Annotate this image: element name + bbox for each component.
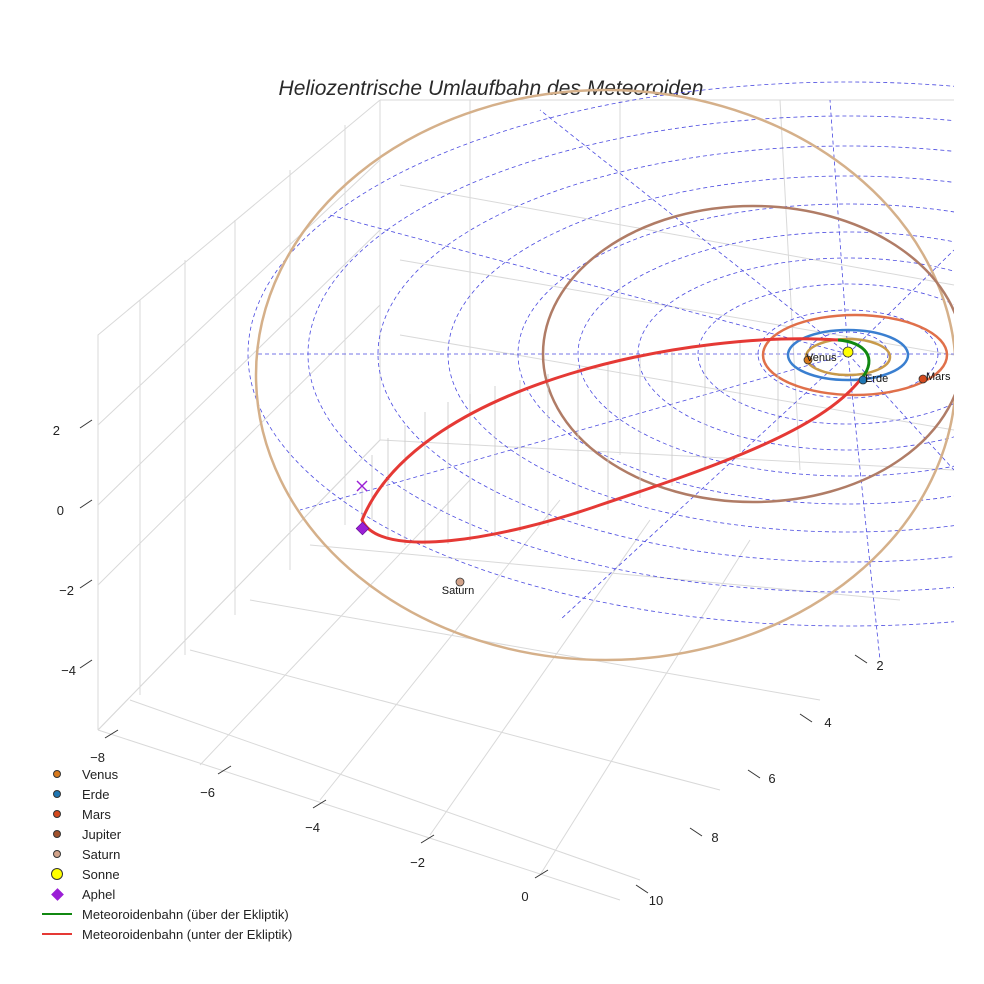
x-tick-label: −2 xyxy=(410,855,425,870)
x-axis: −8 −6 −4 −2 0 xyxy=(90,729,549,904)
y-tick-mark xyxy=(635,884,649,894)
saturn-legend-icon xyxy=(53,850,61,858)
earth-marker xyxy=(858,375,868,385)
grid-spoke xyxy=(847,353,954,471)
y-tick-mark xyxy=(747,769,761,779)
y-tick-label: 8 xyxy=(711,830,718,845)
legend-item-aphel[interactable]: Aphel xyxy=(40,884,292,904)
z-tick-mark xyxy=(79,659,93,669)
x-tick-label: −6 xyxy=(200,785,215,800)
saturn-label: Saturn xyxy=(442,585,474,597)
legend-label: Meteoroidenbahn (über der Ekliptik) xyxy=(82,906,289,922)
axis-box xyxy=(97,99,955,901)
z-tick-label: −4 xyxy=(61,663,76,678)
sun-marker xyxy=(842,346,854,358)
y-tick-mark xyxy=(799,713,813,723)
z-tick-label: 0 xyxy=(57,503,64,518)
aphel-marker xyxy=(355,521,370,536)
grid-spoke xyxy=(847,353,881,661)
mars-orbit xyxy=(761,313,949,397)
wall-left-grid xyxy=(97,125,381,695)
y-axis: 2 4 6 8 10 xyxy=(635,654,884,908)
grid-ring xyxy=(697,283,954,425)
jupiter-legend-icon xyxy=(53,830,61,838)
floor xyxy=(97,439,621,901)
z-tick-mark xyxy=(79,579,93,589)
sun-legend-icon xyxy=(51,868,63,880)
grid-ring xyxy=(577,231,954,477)
wall-back xyxy=(379,99,955,471)
x-tick-mark xyxy=(104,729,119,739)
x-tick-mark xyxy=(312,799,327,809)
aphel-legend-icon xyxy=(50,887,64,901)
y-tick-label: 2 xyxy=(876,658,883,673)
saturn-orbit xyxy=(254,88,954,662)
grid-spoke xyxy=(539,109,849,355)
saturn-marker xyxy=(455,577,465,587)
x-tick-label: 0 xyxy=(521,889,528,904)
chart-title: Heliozentrische Umlaufbahn des Meteoroid… xyxy=(279,77,704,100)
legend-item-venus[interactable]: Venus xyxy=(40,764,292,784)
legend-label: Saturn xyxy=(82,846,121,862)
legend-item-jupiter[interactable]: Jupiter xyxy=(40,824,292,844)
grid-spoke xyxy=(329,214,849,355)
earth-legend-icon xyxy=(53,790,61,798)
aphel-projection-icon xyxy=(356,480,368,492)
legend-label: Mars xyxy=(82,806,111,822)
y-tick-label: 6 xyxy=(768,771,775,786)
z-axis: 2 0 −2 −4 xyxy=(53,419,93,678)
grid-spoke xyxy=(847,249,954,355)
legend-label: Sonne xyxy=(82,866,120,882)
legend-label: Aphel xyxy=(82,886,116,902)
z-tick-mark xyxy=(79,499,93,509)
legend-label: Meteoroidenbahn (unter der Ekliptik) xyxy=(82,926,293,942)
x-tick-mark xyxy=(420,834,435,844)
mars-label: Mars xyxy=(926,371,951,383)
y-tick-label: 10 xyxy=(649,893,663,908)
wall-back-grid xyxy=(399,99,955,471)
y-tick-mark xyxy=(854,654,868,664)
green-line-legend-icon xyxy=(42,913,72,915)
x-tick-mark xyxy=(217,765,232,775)
z-tick-mark xyxy=(79,419,93,429)
y-tick-mark xyxy=(689,827,703,837)
legend-item-orbit-above[interactable]: Meteoroidenbahn (über der Ekliptik) xyxy=(40,904,292,924)
grid-ring xyxy=(247,81,954,627)
venus-label: Venus xyxy=(806,352,837,364)
earth-label: Erde xyxy=(865,373,888,385)
legend-item-erde[interactable]: Erde xyxy=(40,784,292,804)
floor-grid xyxy=(129,479,901,881)
mars-legend-icon xyxy=(53,810,61,818)
x-tick-mark xyxy=(534,869,549,879)
x-tick-label: −4 xyxy=(305,820,320,835)
planets: Venus Erde Mars Saturn xyxy=(355,346,951,597)
planet-orbits xyxy=(254,88,954,662)
grid-spoke xyxy=(829,99,849,355)
venus-marker xyxy=(803,355,813,365)
legend-item-saturn[interactable]: Saturn xyxy=(40,844,292,864)
legend-item-mars[interactable]: Mars xyxy=(40,804,292,824)
legend-label: Venus xyxy=(82,766,119,782)
red-line-legend-icon xyxy=(42,933,72,935)
z-tick-label: 2 xyxy=(53,423,60,438)
legend-item-sonne[interactable]: Sonne xyxy=(40,864,292,884)
earth-orbit xyxy=(786,328,910,382)
jupiter-orbit xyxy=(541,204,954,504)
mars-marker xyxy=(918,374,928,384)
z-tick-label: −2 xyxy=(59,583,74,598)
x-tick-label: −8 xyxy=(90,750,105,765)
grid-spoke xyxy=(559,353,849,621)
ecliptic-grid xyxy=(247,81,954,661)
grid-spoke xyxy=(299,353,849,511)
meteoroid-orbit-above xyxy=(837,338,871,379)
legend: Venus Erde Mars Jupiter Saturn Sonne Aph… xyxy=(40,764,292,944)
y-tick-label: 4 xyxy=(824,715,831,730)
legend-label: Erde xyxy=(82,786,110,802)
venus-legend-icon xyxy=(53,770,61,778)
meteoroid-orbit-below xyxy=(360,337,862,544)
legend-label: Jupiter xyxy=(82,826,122,842)
legend-item-orbit-below[interactable]: Meteoroidenbahn (unter der Ekliptik) xyxy=(40,924,292,944)
